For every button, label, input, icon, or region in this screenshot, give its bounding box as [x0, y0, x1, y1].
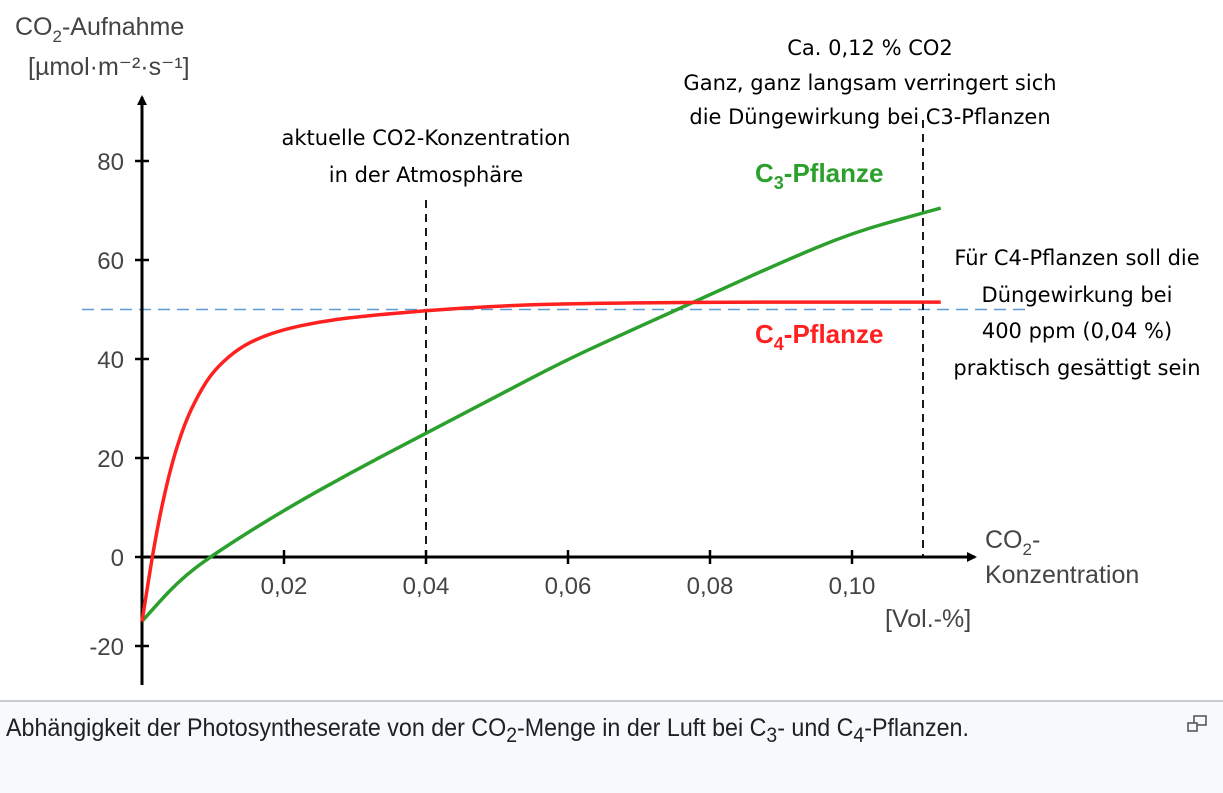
- x-tick-label: 0,02: [261, 573, 308, 600]
- svg-text:400 ppm (0,04 %): 400 ppm (0,04 %): [982, 319, 1172, 343]
- x-tick-label: 0,04: [403, 573, 450, 600]
- svg-text:Düngewirkung bei: Düngewirkung bei: [982, 283, 1173, 307]
- annotation-c4: Für C4-Pflanzen soll die Düngewirkung be…: [953, 246, 1200, 380]
- x-axis-title-line1: CO2-: [985, 526, 1040, 559]
- svg-text:in der Atmosphäre: in der Atmosphäre: [329, 163, 523, 187]
- caption-text: Abhängigkeit der Photosyntheserate von d…: [6, 714, 969, 747]
- x-axis-title-line2: Konzentration: [985, 561, 1139, 589]
- annotation-c3: Ca. 0,12 % CO2 Ganz, ganz langsam verrin…: [683, 36, 1056, 129]
- y-tick-label: -20: [89, 634, 124, 661]
- enlarge-icon[interactable]: [1185, 714, 1209, 734]
- svg-text:die Düngewirkung bei C3-Pflanz: die Düngewirkung bei C3-Pflanzen: [689, 105, 1050, 129]
- x-tick-label: 0,08: [687, 573, 734, 600]
- y-axis-title: CO2-Aufnahme [µmol·m⁻²·s⁻¹]: [15, 13, 190, 81]
- legend-c4-label: C4-Pflanze: [755, 319, 883, 354]
- legend-c3-label: C3-Pflanze: [755, 158, 883, 193]
- svg-text:aktuelle CO2-Konzentration: aktuelle CO2-Konzentration: [282, 126, 571, 150]
- y-tick-label: 20: [97, 446, 124, 473]
- svg-text:Ca. 0,12 % CO2: Ca. 0,12 % CO2: [787, 36, 953, 60]
- series-line-c4-pflanze: [140, 300, 941, 622]
- x-tick-label: 0,10: [829, 573, 876, 600]
- y-tick-label: 40: [97, 347, 124, 374]
- y-tick-label: 80: [97, 149, 124, 176]
- chart: CO2-Aufnahme [µmol·m⁻²·s⁻¹] 0,02 0,04 0,06…: [15, 13, 1201, 685]
- x-axis-title: CO2- Konzentration [Vol.-%]: [885, 526, 1139, 633]
- annotation-current-concentration: aktuelle CO2-Konzentration in der Atmosp…: [282, 126, 571, 187]
- x-tick-label: 0,06: [545, 573, 592, 600]
- svg-text:praktisch gesättigt sein: praktisch gesättigt sein: [953, 356, 1200, 380]
- y-axis-title-line1: CO2-Aufnahme: [15, 13, 184, 46]
- y-axis-unit: [µmol·m⁻²·s⁻¹]: [28, 53, 190, 81]
- y-tick-label: 60: [97, 248, 124, 275]
- series-line-c3-pflanze: [140, 206, 942, 623]
- x-axis-unit: [Vol.-%]: [885, 605, 971, 633]
- figure-caption: Abhängigkeit der Photosyntheserate von d…: [0, 700, 1223, 793]
- svg-text:Ganz, ganz langsam verringert: Ganz, ganz langsam verringert sich: [683, 71, 1056, 95]
- svg-text:Für C4-Pflanzen soll die: Für C4-Pflanzen soll die: [954, 246, 1199, 270]
- y-tick-label: 0: [111, 545, 124, 572]
